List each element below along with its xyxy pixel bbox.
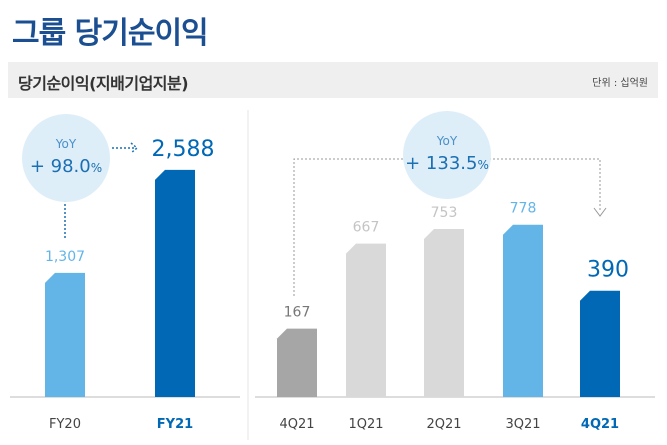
bar-3q21 <box>503 224 543 397</box>
data-label: 390 <box>587 258 629 283</box>
yoy-value: + 133.5% <box>405 153 489 174</box>
section-subtitle: 당기순이익(지배기업지분) <box>18 74 189 93</box>
yoy-label: YoY <box>436 134 458 148</box>
x-tick-label: 1Q21 <box>348 417 383 432</box>
data-label: 778 <box>510 201 537 217</box>
x-tick-label: FY20 <box>49 417 81 432</box>
data-label: 667 <box>353 220 380 236</box>
yoy-bubble <box>22 114 110 202</box>
x-tick-label: 3Q21 <box>505 417 540 432</box>
unit-label: 단위 : 십억원 <box>592 78 648 89</box>
bar-fy21 <box>155 169 195 397</box>
arrow-down-icon <box>593 207 607 217</box>
arrow-icon <box>112 142 139 154</box>
bar-1q21 <box>346 243 386 397</box>
bar-fy20 <box>45 272 85 397</box>
yoy-label: YoY <box>55 137 77 151</box>
page-title: 그룹 당기순이익 <box>12 16 209 51</box>
bar-4q21 <box>580 290 620 397</box>
x-tick-label: FY21 <box>157 417 193 432</box>
x-tick-label: 4Q21 <box>581 417 619 432</box>
bar-4q21 <box>277 328 317 397</box>
x-tick-label: 2Q21 <box>426 417 461 432</box>
bar-2q21 <box>424 228 464 397</box>
x-tick-label: 4Q21 <box>279 417 314 432</box>
data-label: 753 <box>431 205 458 221</box>
yoy-value: + 98.0% <box>30 156 102 177</box>
data-label: 167 <box>284 305 311 321</box>
data-label: 1,307 <box>45 249 85 265</box>
data-label: 2,588 <box>152 137 215 162</box>
section-header: 당기순이익(지배기업지분) 단위 : 십억원 <box>8 62 658 98</box>
yoy-bubble <box>403 111 491 199</box>
